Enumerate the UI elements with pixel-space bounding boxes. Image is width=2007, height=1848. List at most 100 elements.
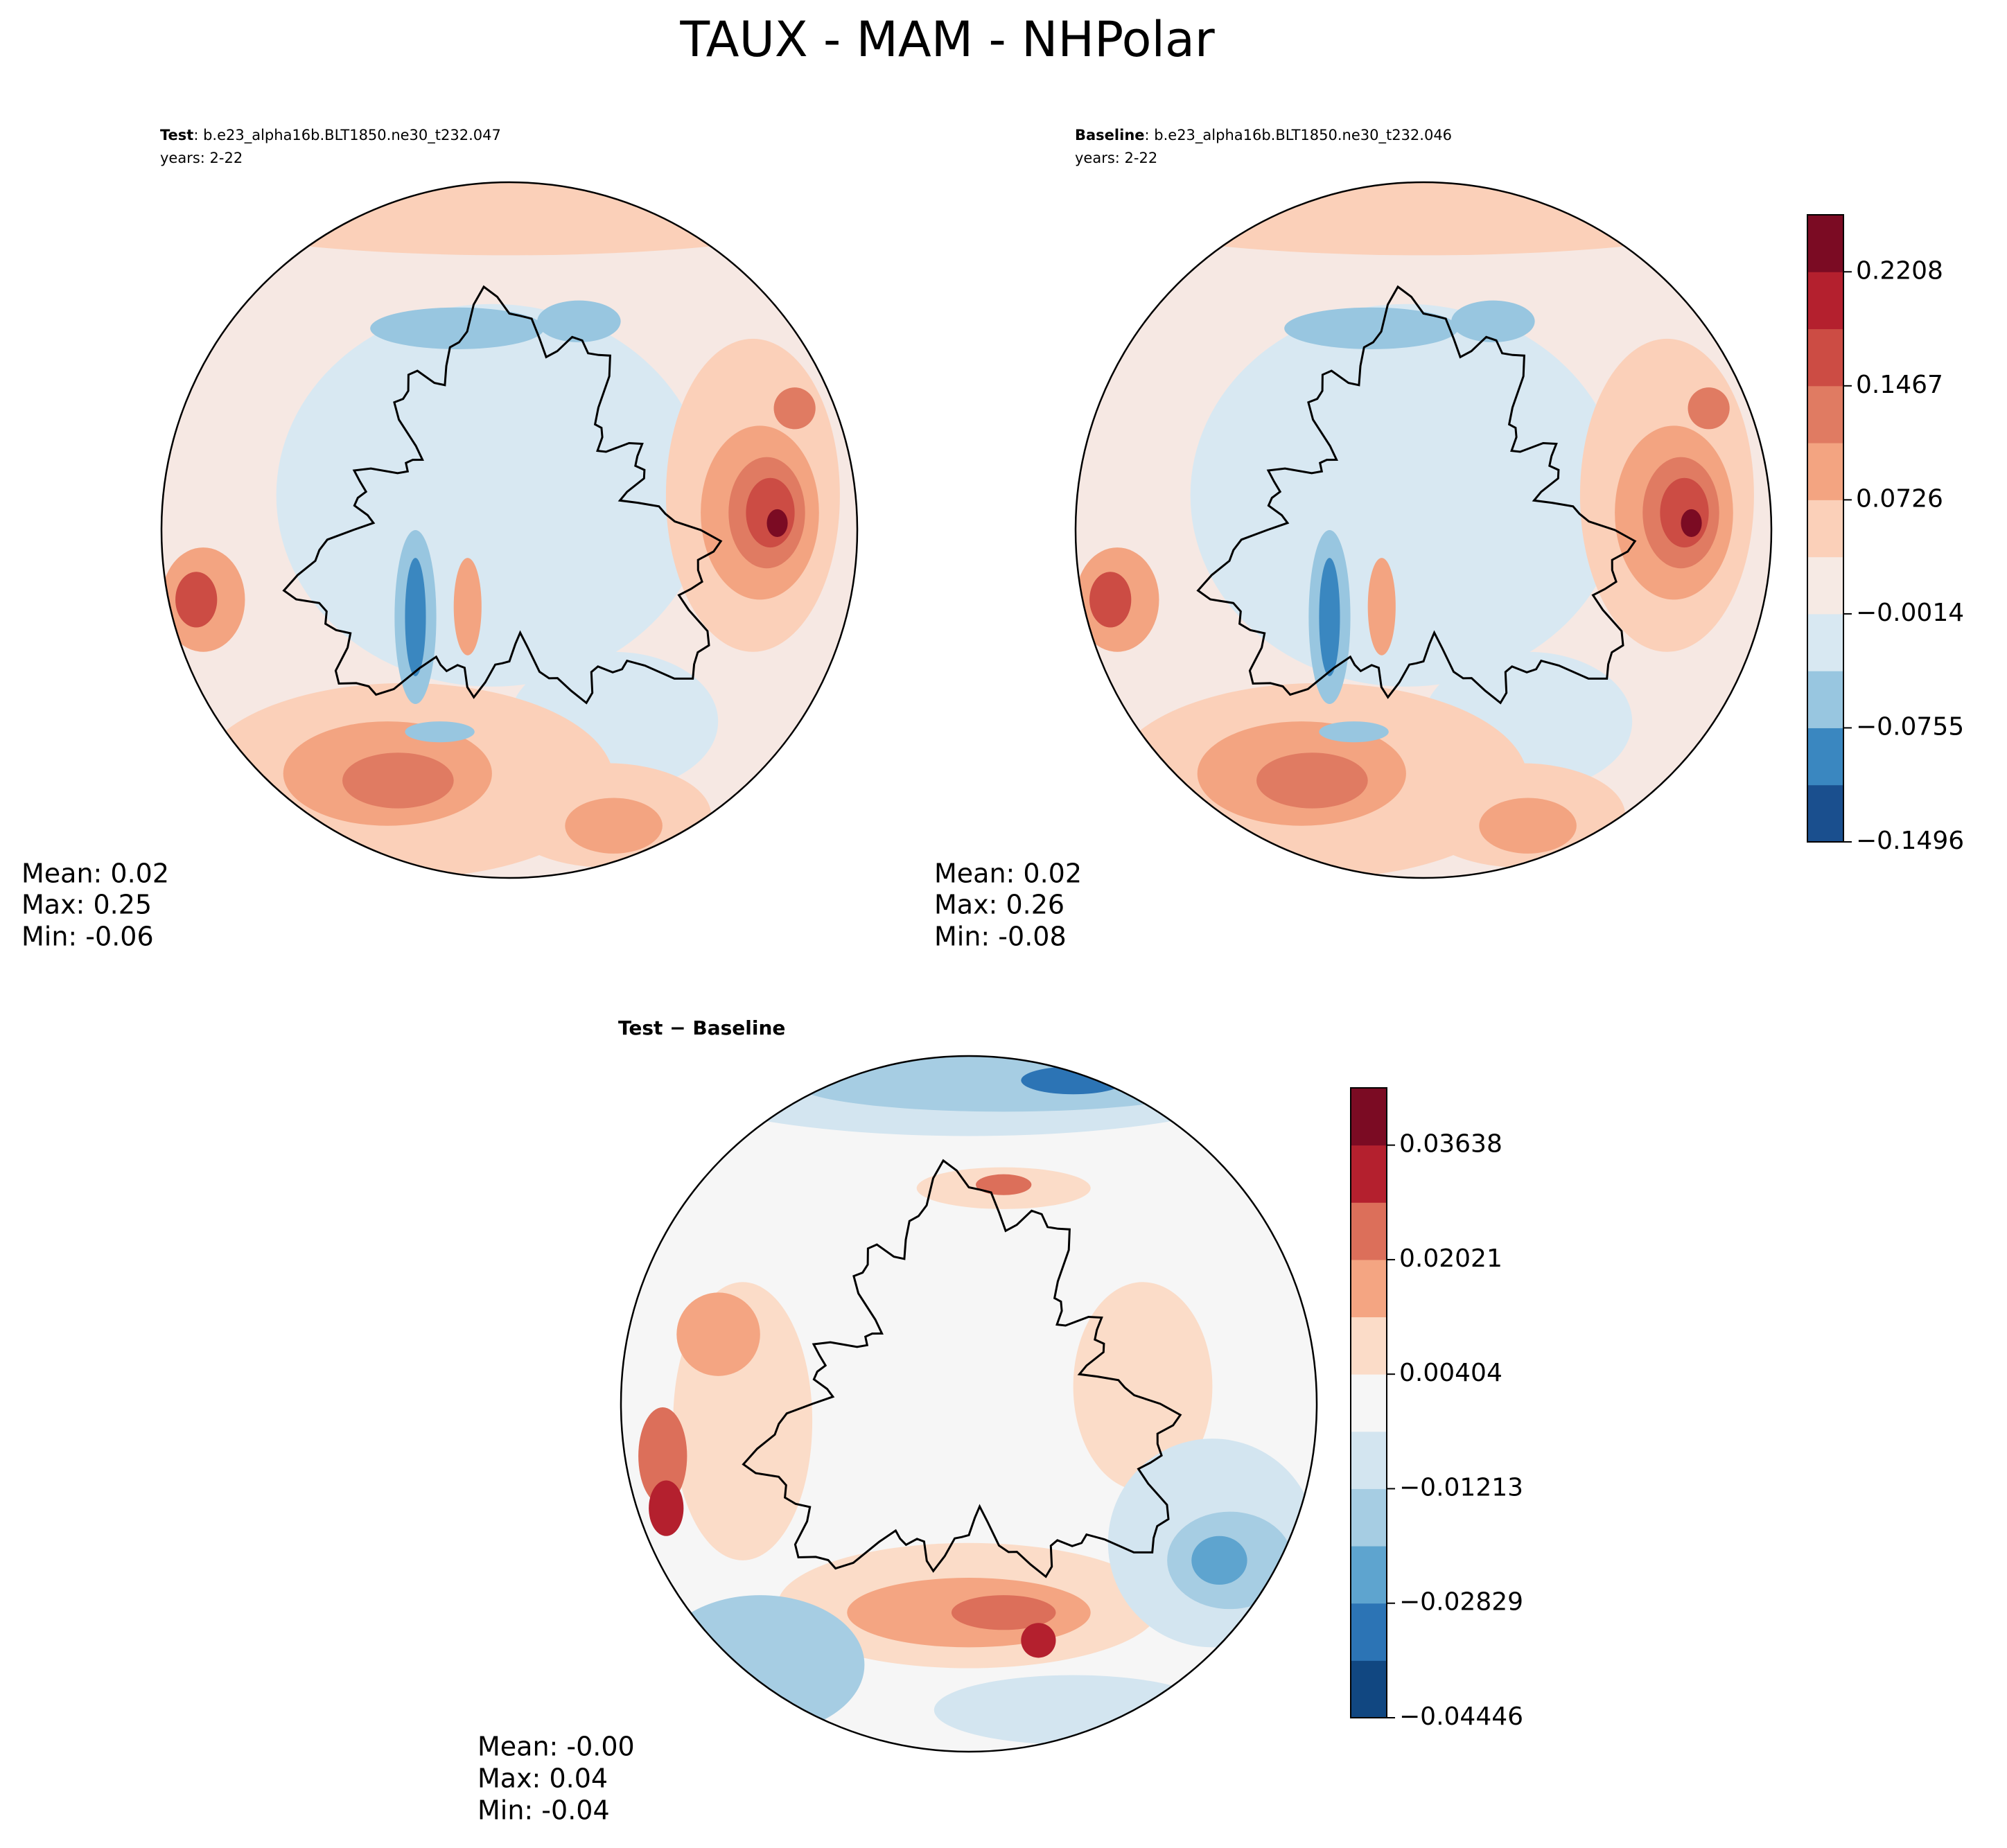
- colorbar-tick-label: 0.2208: [1856, 256, 1943, 285]
- colorbar-tick-label: 0.0726: [1856, 484, 1943, 513]
- stat-max: Max: 0.26: [934, 890, 1064, 920]
- colorbar-band: [1351, 1259, 1387, 1318]
- polar-map: [161, 182, 857, 878]
- field-contour: [1367, 558, 1396, 655]
- field-contour: [746, 477, 795, 548]
- field-contour: [1660, 477, 1709, 548]
- field-contour: [1479, 798, 1577, 854]
- maps: [160, 181, 1773, 1753]
- stat-mean: Mean: 0.02: [21, 859, 169, 889]
- colorbar-band: [1351, 1374, 1387, 1432]
- field-contour: [976, 1174, 1032, 1195]
- polar-map: [1076, 182, 1771, 878]
- field-contour: [766, 509, 788, 538]
- colorbar-band: [1807, 328, 1843, 387]
- colorbar-band: [1807, 784, 1843, 843]
- colorbar-band: [1807, 443, 1843, 500]
- colorbar-band: [1807, 556, 1843, 615]
- stat-min: Min: -0.06: [21, 922, 154, 952]
- colorbar-tick-label: −0.02829: [1399, 1588, 1523, 1617]
- field-contour: [656, 1595, 865, 1734]
- field-contour: [795, 1056, 1213, 1112]
- colorbar-band: [1351, 1145, 1387, 1203]
- map-boundary: [1074, 181, 1773, 879]
- colorbar-tick-label: 0.02021: [1399, 1244, 1502, 1273]
- colorbar-band: [1351, 1202, 1387, 1260]
- coastline: [282, 285, 723, 705]
- colorbar-band: [1807, 728, 1843, 786]
- map-boundary: [160, 181, 859, 879]
- colorbar-band: [1351, 1603, 1387, 1661]
- field-contour: [1021, 1066, 1125, 1095]
- colorbar-band: [1351, 1317, 1387, 1375]
- colorbar-band: [1807, 500, 1843, 558]
- colorbar-tick-label: −0.0755: [1856, 712, 1964, 741]
- stat-mean: Mean: -0.00: [477, 1732, 635, 1762]
- map-boundary: [620, 1055, 1318, 1753]
- field-contour: [1021, 1623, 1056, 1658]
- field-contour: [1076, 182, 1771, 256]
- field-contour: [1451, 300, 1535, 342]
- field-contour: [1190, 303, 1622, 687]
- colorbar-band: [1351, 1488, 1387, 1547]
- colorbar-band: [1807, 272, 1843, 330]
- colorbar-frame: [1807, 214, 1844, 843]
- field-contour: [1319, 558, 1340, 676]
- stat-min: Min: -0.08: [934, 922, 1067, 952]
- stat-min: Min: -0.04: [477, 1795, 610, 1826]
- colorbar-band: [1351, 1546, 1387, 1604]
- stat-max: Max: 0.25: [21, 890, 152, 920]
- colorbar-tick-label: −0.01213: [1399, 1473, 1523, 1502]
- field-contour: [649, 1480, 684, 1536]
- colorbar-tick-label: −0.0014: [1856, 599, 1964, 627]
- field-contour: [370, 307, 545, 349]
- polar-map: [621, 1056, 1317, 1752]
- field-contour: [676, 1292, 760, 1376]
- colorbar-band: [1351, 1660, 1387, 1718]
- panel-years: years: 2-22: [1075, 150, 1157, 166]
- stat-max: Max: 0.04: [477, 1763, 608, 1794]
- field-contour: [1191, 1535, 1247, 1585]
- field-contour: [405, 558, 426, 676]
- colorbar-band: [1807, 385, 1843, 443]
- panel-title: Test: b.e23_alpha16b.BLT1850.ne30_t232.0…: [160, 127, 501, 144]
- colorbar-tick-label: 0.1467: [1856, 371, 1943, 399]
- field-contour: [405, 721, 475, 743]
- field-contour: [1284, 307, 1459, 349]
- field-contour: [773, 387, 816, 430]
- panel-title: Baseline: b.e23_alpha16b.BLT1850.ne30_t2…: [1075, 127, 1452, 144]
- field-contour: [342, 753, 454, 809]
- panel-case: : b.e23_alpha16b.BLT1850.ne30_t232.047: [193, 127, 501, 144]
- field-contour: [1681, 509, 1702, 538]
- colorbar-band: [1807, 613, 1843, 671]
- field-contour: [951, 1595, 1056, 1630]
- panel-label: Baseline: [1075, 127, 1145, 143]
- field-contour: [276, 303, 708, 687]
- coastline: [1196, 285, 1637, 705]
- colorbar-tick-label: −0.1496: [1856, 827, 1964, 855]
- field-contour: [537, 300, 621, 342]
- field-contour: [1688, 387, 1730, 430]
- colorbar-band: [1807, 215, 1843, 272]
- field-contour: [1089, 572, 1132, 628]
- panel-years: years: 2-22: [160, 150, 243, 166]
- colorbar-tick-label: −0.04446: [1399, 1702, 1523, 1731]
- colorbar-band: [1351, 1431, 1387, 1489]
- field-contour: [161, 182, 857, 256]
- field-contour: [1256, 753, 1368, 809]
- figure-title: TAUX - MAM - NHPolar: [679, 11, 1214, 68]
- field-contour: [453, 558, 482, 655]
- coastline: [742, 1159, 1182, 1578]
- colorbar-tick-label: 0.03638: [1399, 1130, 1502, 1159]
- field-contour: [1319, 721, 1389, 743]
- colorbar-band: [1807, 671, 1843, 728]
- panel-label: Test: [160, 127, 193, 143]
- panel-title: Test − Baseline: [618, 1017, 785, 1039]
- field-contour: [175, 572, 218, 628]
- field-contour: [565, 798, 663, 854]
- colorbar-tick-label: 0.00404: [1399, 1359, 1502, 1387]
- colorbar-band: [1351, 1088, 1387, 1146]
- colorbar-frame: [1350, 1087, 1387, 1718]
- stat-mean: Mean: 0.02: [934, 859, 1082, 889]
